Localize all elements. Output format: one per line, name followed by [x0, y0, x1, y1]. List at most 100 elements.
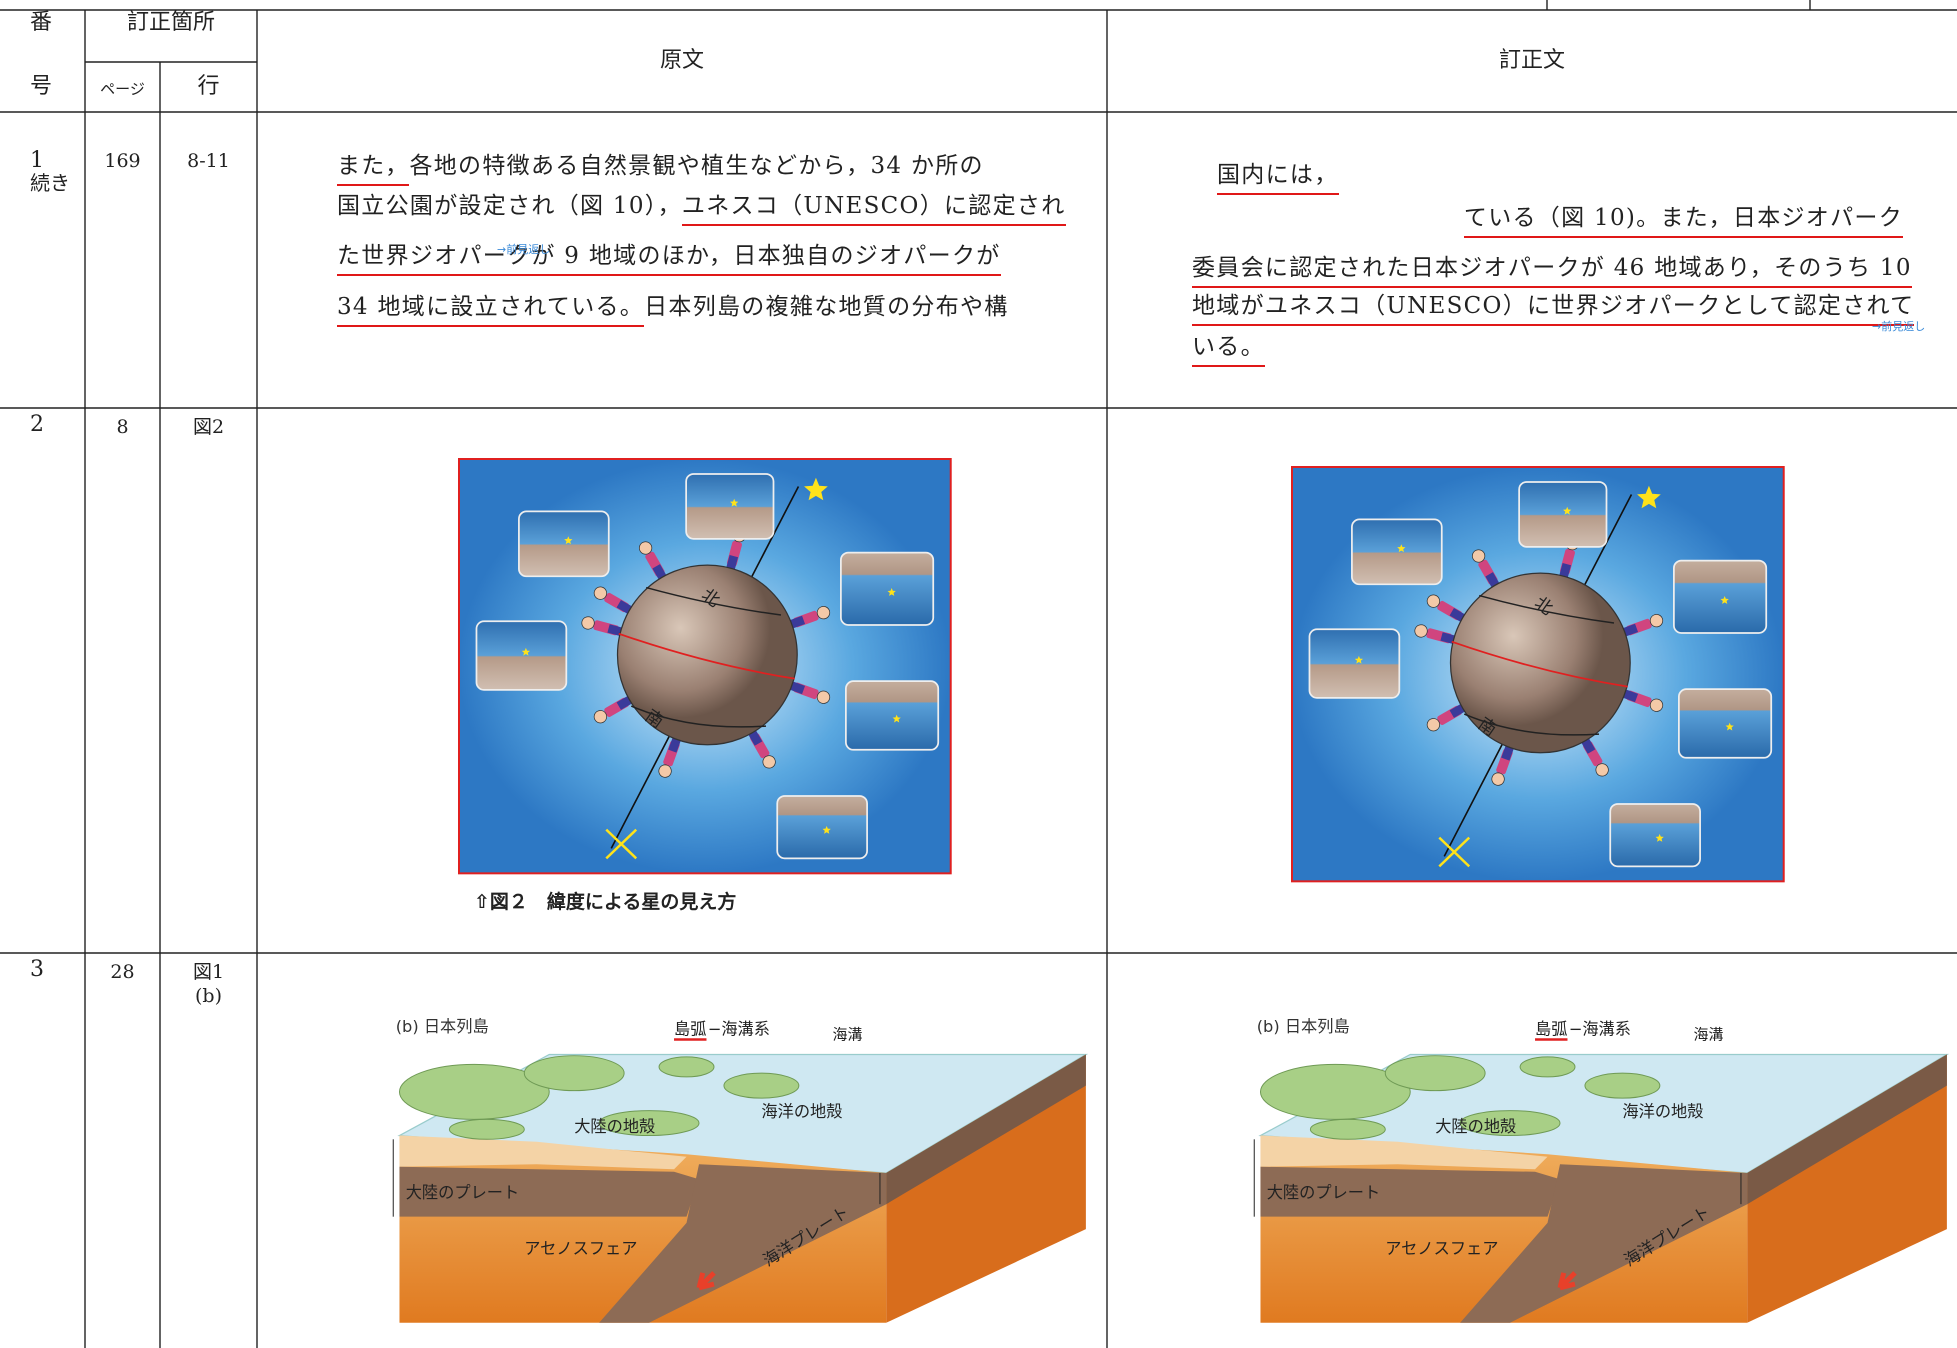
figure-label: 海溝 — [1694, 1025, 1724, 1043]
oceanic-plate — [599, 1164, 887, 1323]
block-diagram: (b) 日本列島 島弧 −海溝系 海溝大陸の地殻海洋の地殻大陸のプレート海洋プレートア… — [392, 1017, 1089, 1323]
constellation — [1438, 836, 1471, 868]
figure-label: 大陸の地殻 — [574, 1117, 655, 1136]
row-number: 3 — [30, 957, 44, 982]
land — [1384, 1055, 1486, 1092]
speech-bubble — [1678, 688, 1773, 759]
land — [523, 1055, 625, 1092]
speech-bubble — [840, 551, 935, 626]
latitude — [1479, 594, 1615, 624]
text-line: 国立公園が設定され（図 10），ユネスコ（UNESCO）に認定され — [337, 191, 1066, 226]
figure-label: アセノスフェア — [1385, 1239, 1498, 1258]
latitude — [646, 586, 782, 616]
figure-label: アセノスフェア — [524, 1239, 637, 1258]
person-head — [1426, 594, 1441, 608]
figure-label: (b) 日本列島 — [1257, 1017, 1350, 1036]
text: 国立公園が設定され（図 10）， — [337, 193, 682, 219]
text: 日本列島の複雑な地質の分布や構 — [644, 294, 1009, 320]
row-number: 2 — [30, 412, 44, 437]
text-line: た世界ジオパークが 9 地域のほか，日本独自のジオパークが — [337, 241, 1001, 276]
text-line: ている（図 10)。また，日本ジオパーク — [1463, 203, 1903, 238]
text: 地域がユネスコ（UNESCO）に世界ジオパークとして認定されて — [1192, 293, 1915, 326]
figure-label: 海洋の地殻 — [1622, 1102, 1703, 1121]
header-corrected: 訂正文 — [1498, 48, 1565, 73]
text: また， — [337, 153, 410, 186]
speech-bubble — [1351, 518, 1443, 586]
speech-bubble — [1673, 559, 1768, 634]
person-head — [1414, 624, 1428, 638]
row-line: 図2 — [192, 416, 225, 438]
text: 34 地域に設立されている。 — [337, 294, 645, 327]
star — [1720, 596, 1729, 604]
text: ている（図 10)。また，日本ジオパーク — [1463, 205, 1903, 238]
row-line: 図1 — [192, 961, 225, 983]
text-line: 委員会に認定された日本ジオパークが 46 地域あり，そのうち 10 — [1192, 253, 1912, 288]
header-original: 原文 — [659, 48, 704, 73]
star-figure: 北南 — [1291, 466, 1785, 883]
text-line: 国内には， — [1217, 160, 1339, 195]
equator — [1451, 640, 1628, 688]
constellation — [605, 828, 638, 860]
figure-label: (b) 日本列島 — [396, 1017, 489, 1036]
star — [892, 714, 901, 723]
person-head — [816, 690, 831, 704]
speech-bubble — [845, 680, 940, 751]
right-face — [1747, 1054, 1947, 1323]
text: ユネスコ（UNESCO）に認定され — [681, 193, 1066, 226]
figure-label: 海洋の地殻 — [761, 1102, 842, 1121]
annotation: →前見返し — [497, 243, 551, 256]
row-page: 28 — [110, 961, 135, 983]
star — [564, 536, 573, 545]
speech-bubble — [776, 795, 868, 860]
person-head — [581, 616, 595, 630]
subduction-arrow — [1557, 1271, 1577, 1291]
land — [1519, 1056, 1576, 1078]
figure-label: −海溝系 — [1569, 1019, 1631, 1038]
continental-crust — [1260, 1135, 1548, 1170]
header-page: ページ — [100, 80, 145, 98]
land — [1259, 1063, 1411, 1120]
continental-crust — [399, 1135, 687, 1170]
figure-label: 大陸の地殻 — [1435, 1117, 1516, 1136]
speech-bubble — [1518, 481, 1608, 548]
oceanic-slab-side — [1747, 1054, 1947, 1205]
text: 国内には， — [1217, 162, 1339, 195]
star-figure: 北南 — [458, 458, 952, 875]
person-head — [816, 606, 831, 620]
text-line: 地域がユネスコ（UNESCO）に世界ジオパークとして認定されて — [1192, 291, 1915, 326]
figure-label: 大陸のプレート — [406, 1183, 520, 1202]
person-head — [593, 586, 608, 600]
person-head — [1426, 718, 1441, 732]
star — [804, 477, 828, 501]
land — [1459, 1110, 1561, 1137]
person-head — [762, 755, 776, 769]
land — [658, 1056, 715, 1078]
subduction-arrow — [696, 1271, 716, 1291]
text-line: また，各地の特徴ある自然景観や植生などから，34 か所の — [337, 151, 984, 186]
header-number-1: 番 — [29, 10, 52, 35]
star — [822, 825, 831, 834]
oceanic-plate — [1460, 1164, 1748, 1323]
figure-label: 大陸のプレート — [1267, 1183, 1381, 1202]
text: 委員会に認定された日本ジオパークが 46 地域あり，そのうち 10 — [1192, 255, 1912, 288]
land — [398, 1063, 550, 1120]
person-head — [1595, 763, 1609, 777]
row-note: 続き — [30, 171, 70, 195]
row-line: (b) — [195, 985, 222, 1007]
star — [730, 498, 739, 507]
figure-label: 島弧 — [1535, 1019, 1567, 1038]
oceanic-slab-side — [886, 1054, 1086, 1205]
person-head — [638, 541, 653, 555]
speech-bubble — [685, 473, 775, 540]
right-face — [886, 1054, 1086, 1323]
person — [1580, 736, 1609, 777]
speech-bubble — [1308, 628, 1401, 699]
person-head — [1491, 772, 1505, 786]
figure-label: 海溝 — [833, 1025, 863, 1043]
speech-bubble — [518, 510, 610, 578]
text: 各地の特徴ある自然景観や植生などから，34 か所の — [409, 153, 984, 179]
land — [1584, 1072, 1661, 1099]
person — [593, 586, 634, 616]
